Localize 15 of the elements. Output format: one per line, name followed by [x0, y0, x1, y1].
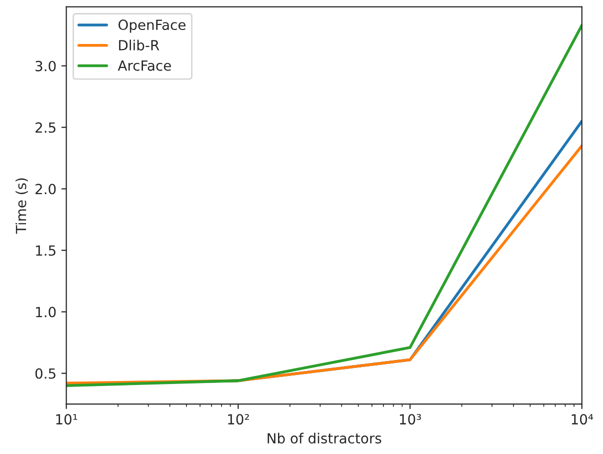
y-tick-label: 3.0: [36, 60, 56, 72]
x-tick-label: 10⁴: [572, 414, 594, 425]
y-tick-label: 2.5: [36, 122, 56, 133]
legend-label: OpenFace: [118, 20, 186, 33]
x-axis-title: Nb of distractors: [268, 432, 382, 444]
y-tick-label: 2.0: [36, 184, 56, 194]
legend-label: Dlib-R: [119, 40, 160, 50]
x-tick-label: 10²: [228, 414, 249, 425]
x-tick-label: 10³: [400, 414, 421, 425]
y-tick-label: 0.5: [35, 368, 56, 379]
y-tick-label: 1.5: [36, 245, 56, 256]
y-tick-label: 1.0: [36, 306, 56, 318]
legend-label: ArcFace: [118, 60, 171, 71]
y-axis-title: Time (s): [16, 178, 28, 234]
x-tick-label: 10¹: [56, 414, 78, 425]
